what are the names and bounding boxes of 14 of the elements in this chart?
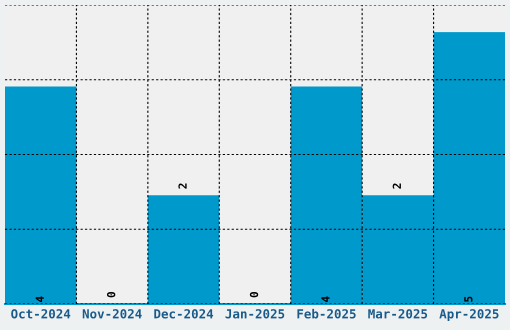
x-tick-label: Nov-2024 xyxy=(82,309,142,319)
data-label: 0 xyxy=(106,292,116,298)
data-label: 2 xyxy=(178,184,187,189)
x-tick-label: Mar-2025 xyxy=(368,309,428,319)
data-label: 0 xyxy=(250,292,258,298)
x-tick-label: Apr-2025 xyxy=(439,309,499,321)
data-label: 2 xyxy=(392,184,401,189)
data-label: 4 xyxy=(321,296,330,302)
data-label: 4 xyxy=(36,296,44,302)
data-label: 5 xyxy=(464,296,473,302)
x-tick-label: Feb-2025 xyxy=(297,308,356,319)
x-tick-label: Oct-2024 xyxy=(11,309,70,319)
x-tick-label: Dec-2024 xyxy=(154,309,214,319)
x-tick-label: Jan-2025 xyxy=(226,309,284,319)
